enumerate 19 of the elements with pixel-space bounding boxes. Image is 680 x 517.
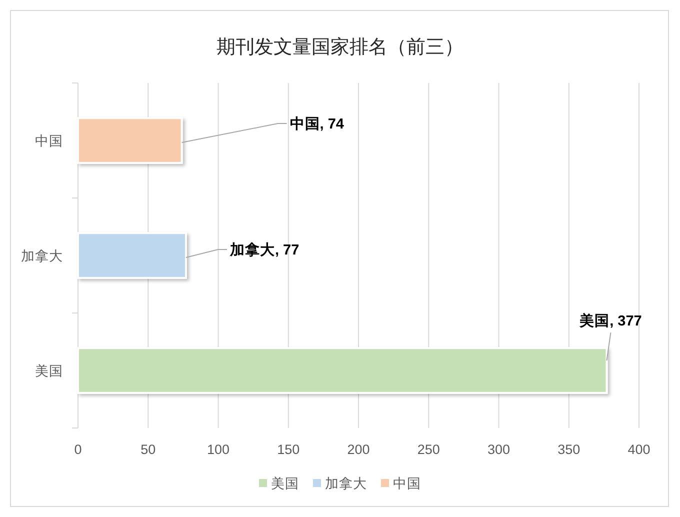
x-tick-label: 0 bbox=[74, 442, 82, 457]
y-tick-label: 加拿大 bbox=[21, 248, 63, 264]
legend-label: 中国 bbox=[393, 476, 421, 491]
y-tick-label: 美国 bbox=[35, 364, 63, 378]
x-tick-label: 200 bbox=[347, 442, 370, 457]
legend-label: 美国 bbox=[271, 476, 299, 491]
y-tick-label: 中国 bbox=[35, 134, 63, 148]
data-label: 加拿大, 77 bbox=[228, 242, 300, 258]
x-tick-label: 50 bbox=[140, 442, 156, 457]
x-tick-label: 300 bbox=[487, 442, 510, 457]
legend-label: 加拿大 bbox=[325, 476, 367, 491]
x-tick-label: 350 bbox=[558, 442, 580, 457]
data-label: 美国, 377 bbox=[578, 312, 642, 330]
chart-title: 期刊发文量国家排名（前三） bbox=[216, 36, 464, 58]
data-label: 中国, 74 bbox=[290, 116, 344, 132]
x-tick-label: 400 bbox=[628, 442, 650, 457]
x-tick-label: 250 bbox=[417, 442, 440, 457]
x-tick-label: 100 bbox=[206, 442, 230, 457]
x-tick-label: 150 bbox=[277, 442, 300, 457]
